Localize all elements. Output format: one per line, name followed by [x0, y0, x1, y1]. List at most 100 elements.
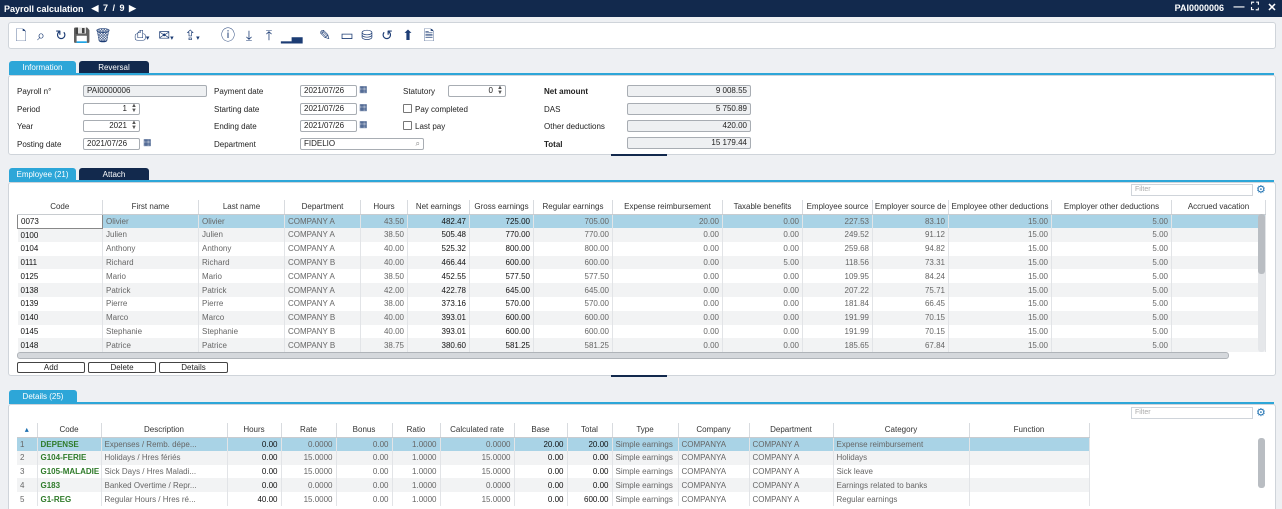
- calc-icon[interactable]: ▭: [340, 27, 354, 43]
- print-icon[interactable]: ⎙▾: [134, 27, 150, 43]
- table-row[interactable]: 0111 Richard Richard COMPANY B 40.00 466.44 60…: [17, 255, 1266, 270]
- payroll-no-field[interactable]: PAI0000006: [83, 85, 207, 97]
- chart-icon[interactable]: ▁▃: [281, 27, 303, 43]
- cell-code[interactable]: 0138: [17, 283, 103, 297]
- column-header-category[interactable]: Category: [833, 423, 970, 438]
- download-icon[interactable]: ⤓: [245, 27, 253, 43]
- table-row[interactable]: 0140 Marco Marco COMPANY B 40.00 393.01 600.00…: [17, 310, 1266, 325]
- new-doc-icon[interactable]: 🗋: [15, 27, 27, 43]
- payment-date-field[interactable]: 2021/07/26: [300, 85, 357, 97]
- cell-code[interactable]: 0073: [17, 213, 103, 229]
- tab-employee[interactable]: Employee (21): [9, 168, 76, 181]
- cell-code[interactable]: 0139: [17, 296, 103, 311]
- details-vscroll[interactable]: [1258, 438, 1265, 488]
- close-icon[interactable]: ✕: [1267, 2, 1277, 14]
- column-header-taxable-benefits[interactable]: Taxable benefits: [722, 200, 803, 215]
- sort-up-icon[interactable]: ▴: [24, 425, 29, 435]
- column-header-calculated-rate[interactable]: Calculated rate: [440, 423, 515, 438]
- table-row[interactable]: 0138 Patrick Patrick COMPANY A 42.00 422.78 64…: [17, 283, 1266, 297]
- table-row[interactable]: 0104 Anthony Anthony COMPANY A 40.00 525.32 80…: [17, 241, 1266, 256]
- tab-details[interactable]: Details (25): [9, 390, 77, 403]
- table-row[interactable]: 0148 Patrice Patrice COMPANY B 38.75 380.60 58…: [17, 338, 1266, 353]
- email-icon[interactable]: ✉▾: [158, 27, 174, 43]
- column-header-base[interactable]: Base: [514, 423, 568, 438]
- export-icon[interactable]: ⇪▾: [184, 27, 200, 43]
- column-header-employer-other-deductions[interactable]: Employer other deductions: [1051, 200, 1172, 215]
- calendar-icon[interactable]: ▦: [359, 84, 368, 94]
- column-header-net-earnings[interactable]: Net earnings: [407, 200, 470, 215]
- employee-hscroll[interactable]: [17, 352, 1229, 359]
- column-header-code[interactable]: Code: [17, 200, 103, 215]
- spin-arrows-icon[interactable]: ▲ ▼: [131, 103, 137, 114]
- pay-completed-checkbox[interactable]: [403, 104, 412, 113]
- cell-code[interactable]: 0111: [17, 255, 103, 270]
- column-header-type[interactable]: Type: [612, 423, 679, 438]
- gear-icon[interactable]: ⚙: [1256, 184, 1266, 196]
- ending-date-field[interactable]: 2021/07/26: [300, 120, 357, 132]
- column-header-row-number[interactable]: ▴: [17, 423, 38, 438]
- column-header-last-name[interactable]: Last name: [198, 200, 285, 215]
- record-navigator[interactable]: ◀ 7 / 9 ▶: [91, 3, 137, 13]
- details-vscroll-thumb[interactable]: [1258, 438, 1265, 488]
- delete-button[interactable]: Delete: [88, 362, 156, 373]
- pdf-icon[interactable]: 🗎: [423, 27, 435, 43]
- gear-icon[interactable]: ⚙: [1256, 407, 1266, 419]
- column-header-total[interactable]: Total: [567, 423, 613, 438]
- spin-arrows-icon[interactable]: ▲ ▼: [497, 85, 503, 96]
- last-pay-checkbox[interactable]: [403, 121, 412, 130]
- tab-attach[interactable]: Attach: [79, 168, 149, 181]
- column-header-hours[interactable]: Hours: [227, 423, 282, 438]
- table-row[interactable]: 2 G104-FERIE Holidays / Hres fériés 0.00 15.…: [17, 450, 1090, 465]
- column-header-company[interactable]: Company: [678, 423, 750, 438]
- column-header-description[interactable]: Description: [101, 423, 228, 438]
- column-header-department[interactable]: Department: [284, 200, 361, 215]
- upload-circle-icon[interactable]: ⬆: [402, 27, 414, 43]
- search-icon[interactable]: ⌕: [37, 27, 45, 43]
- employee-vscroll[interactable]: [1258, 214, 1265, 352]
- undo-icon[interactable]: ↺: [381, 27, 393, 43]
- table-row[interactable]: 4 G183 Banked Overtime / Repr... 0.00 0.0000…: [17, 478, 1090, 493]
- coins-icon[interactable]: ⛁: [361, 27, 373, 43]
- info-icon[interactable]: ⓘ: [221, 27, 235, 43]
- cell-code[interactable]: 0140: [17, 310, 103, 325]
- calendar-icon[interactable]: ▦: [359, 119, 368, 129]
- details-filter-input[interactable]: Filter: [1131, 407, 1253, 419]
- column-header-hours[interactable]: Hours: [360, 200, 408, 215]
- table-row[interactable]: 0139 Pierre Pierre COMPANY A 38.00 373.16 570.…: [17, 296, 1266, 311]
- cell-code[interactable]: 0125: [17, 269, 103, 284]
- statutory-stepper[interactable]: 0 ▲ ▼: [448, 85, 506, 97]
- minimize-icon[interactable]: —: [1233, 1, 1245, 13]
- column-header-rate[interactable]: Rate: [281, 423, 337, 438]
- column-header-employee-source[interactable]: Employee source: [802, 200, 873, 215]
- column-header-code[interactable]: Code: [37, 423, 102, 438]
- upload-icon[interactable]: ⤒: [265, 27, 273, 43]
- column-header-ratio[interactable]: Ratio: [392, 423, 441, 438]
- details-button[interactable]: Details: [159, 362, 228, 373]
- table-row[interactable]: 0100 Julien Julien COMPANY A 38.50 505.48 770.…: [17, 228, 1266, 242]
- column-header-gross-earnings[interactable]: Gross earnings: [469, 200, 534, 215]
- refresh-icon[interactable]: ↻: [55, 27, 67, 43]
- column-header-bonus[interactable]: Bonus: [336, 423, 393, 438]
- column-header-employee-other-deductions[interactable]: Employee other deductions: [948, 200, 1052, 215]
- search-icon[interactable]: ⌕: [415, 139, 420, 148]
- table-row[interactable]: 0073 Olivier Olivier COMPANY A 43.50 482.47 72…: [17, 213, 1266, 229]
- table-row[interactable]: 5 G1-REG Regular Hours / Hres ré... 40.00 15…: [17, 492, 1090, 506]
- delete-icon[interactable]: 🗑: [94, 27, 112, 43]
- add-button[interactable]: Add: [17, 362, 85, 373]
- column-header-department[interactable]: Department: [749, 423, 834, 438]
- column-header-first-name[interactable]: First name: [102, 200, 199, 215]
- department-field[interactable]: FIDELIO ⌕: [300, 138, 424, 150]
- starting-date-field[interactable]: 2021/07/26: [300, 103, 357, 115]
- posting-date-field[interactable]: 2021/07/26: [83, 138, 140, 150]
- calendar-icon[interactable]: ▦: [359, 102, 368, 112]
- year-stepper[interactable]: 2021 ▲ ▼: [83, 120, 140, 132]
- cell-code[interactable]: 0145: [17, 324, 103, 339]
- tab-reversal[interactable]: Reversal: [79, 61, 149, 74]
- calendar-icon[interactable]: ▦: [143, 137, 152, 147]
- table-row[interactable]: 0145 Stephanie Stephanie COMPANY B 40.00 393.…: [17, 324, 1266, 339]
- column-header-employer-source-de[interactable]: Employer source de: [872, 200, 949, 215]
- column-header-regular-earnings[interactable]: Regular earnings: [533, 200, 613, 215]
- edit-icon[interactable]: ✎: [319, 27, 331, 43]
- table-row[interactable]: 0125 Mario Mario COMPANY A 38.50 452.55 577.50…: [17, 269, 1266, 284]
- spin-arrows-icon[interactable]: ▲ ▼: [131, 120, 137, 131]
